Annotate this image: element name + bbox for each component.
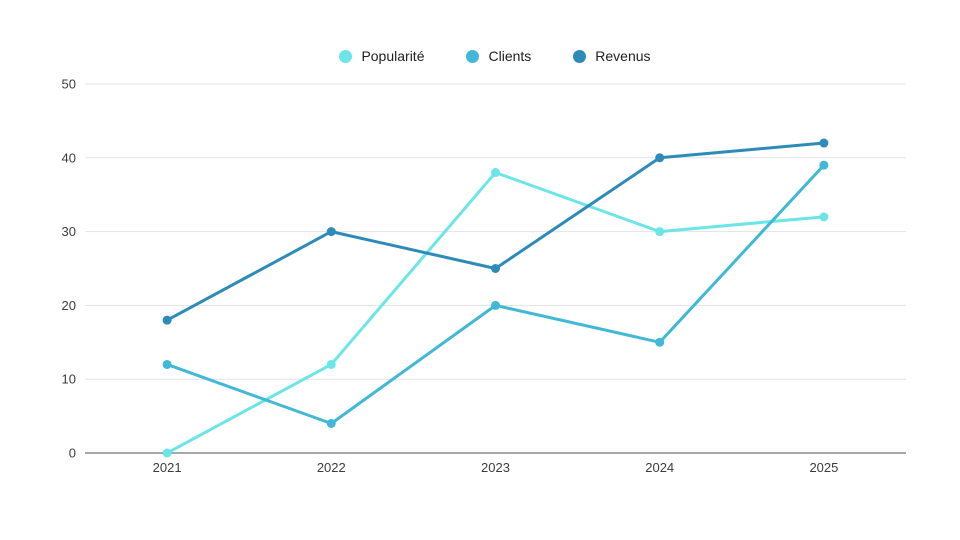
series-line-clients — [165, 163, 826, 425]
legend-dot-popularite-icon — [339, 50, 353, 63]
x-tick-label: 2025 — [809, 460, 838, 475]
data-point-clients — [819, 160, 829, 170]
legend-label-popularite: Popularité — [361, 48, 425, 64]
y-tick-label: 40 — [62, 150, 76, 165]
data-point-clients — [162, 359, 172, 369]
data-point-revenus — [655, 153, 665, 163]
y-tick-label: 30 — [62, 224, 76, 239]
data-point-clients — [491, 300, 500, 310]
legend-label-revenus: Revenus — [595, 48, 651, 64]
chart-legend: Popularité Clients Revenus — [30, 48, 960, 65]
data-point-revenus — [819, 138, 829, 148]
data-point-clients — [655, 337, 665, 347]
x-tick-label: 2022 — [317, 460, 346, 475]
data-point-popularité — [491, 168, 500, 178]
y-tick-label: 0 — [69, 446, 76, 461]
legend-dot-clients-icon — [466, 50, 480, 63]
data-point-clients — [326, 418, 336, 428]
legend-label-clients: Clients — [488, 48, 532, 64]
legend-item-clients[interactable]: Clients — [466, 48, 531, 65]
x-tick-label: 2024 — [645, 460, 674, 475]
data-point-revenus — [162, 315, 172, 325]
data-point-popularité — [819, 212, 829, 222]
x-tick-label: 2023 — [481, 460, 510, 475]
legend-item-revenus[interactable]: Revenus — [573, 48, 651, 65]
legend-dot-revenus-icon — [573, 50, 587, 63]
y-tick-label: 20 — [62, 298, 76, 313]
y-tick-label: 50 — [62, 77, 76, 92]
x-tick-label: 2021 — [153, 460, 182, 475]
data-point-popularité — [655, 227, 665, 237]
data-point-popularité — [326, 359, 336, 369]
data-point-revenus — [491, 264, 500, 273]
series-line-popularité — [165, 171, 826, 455]
data-point-revenus — [326, 227, 336, 237]
y-tick-label: 10 — [62, 372, 76, 387]
data-point-popularité — [162, 448, 172, 458]
legend-item-popularite[interactable]: Popularité — [339, 48, 424, 65]
